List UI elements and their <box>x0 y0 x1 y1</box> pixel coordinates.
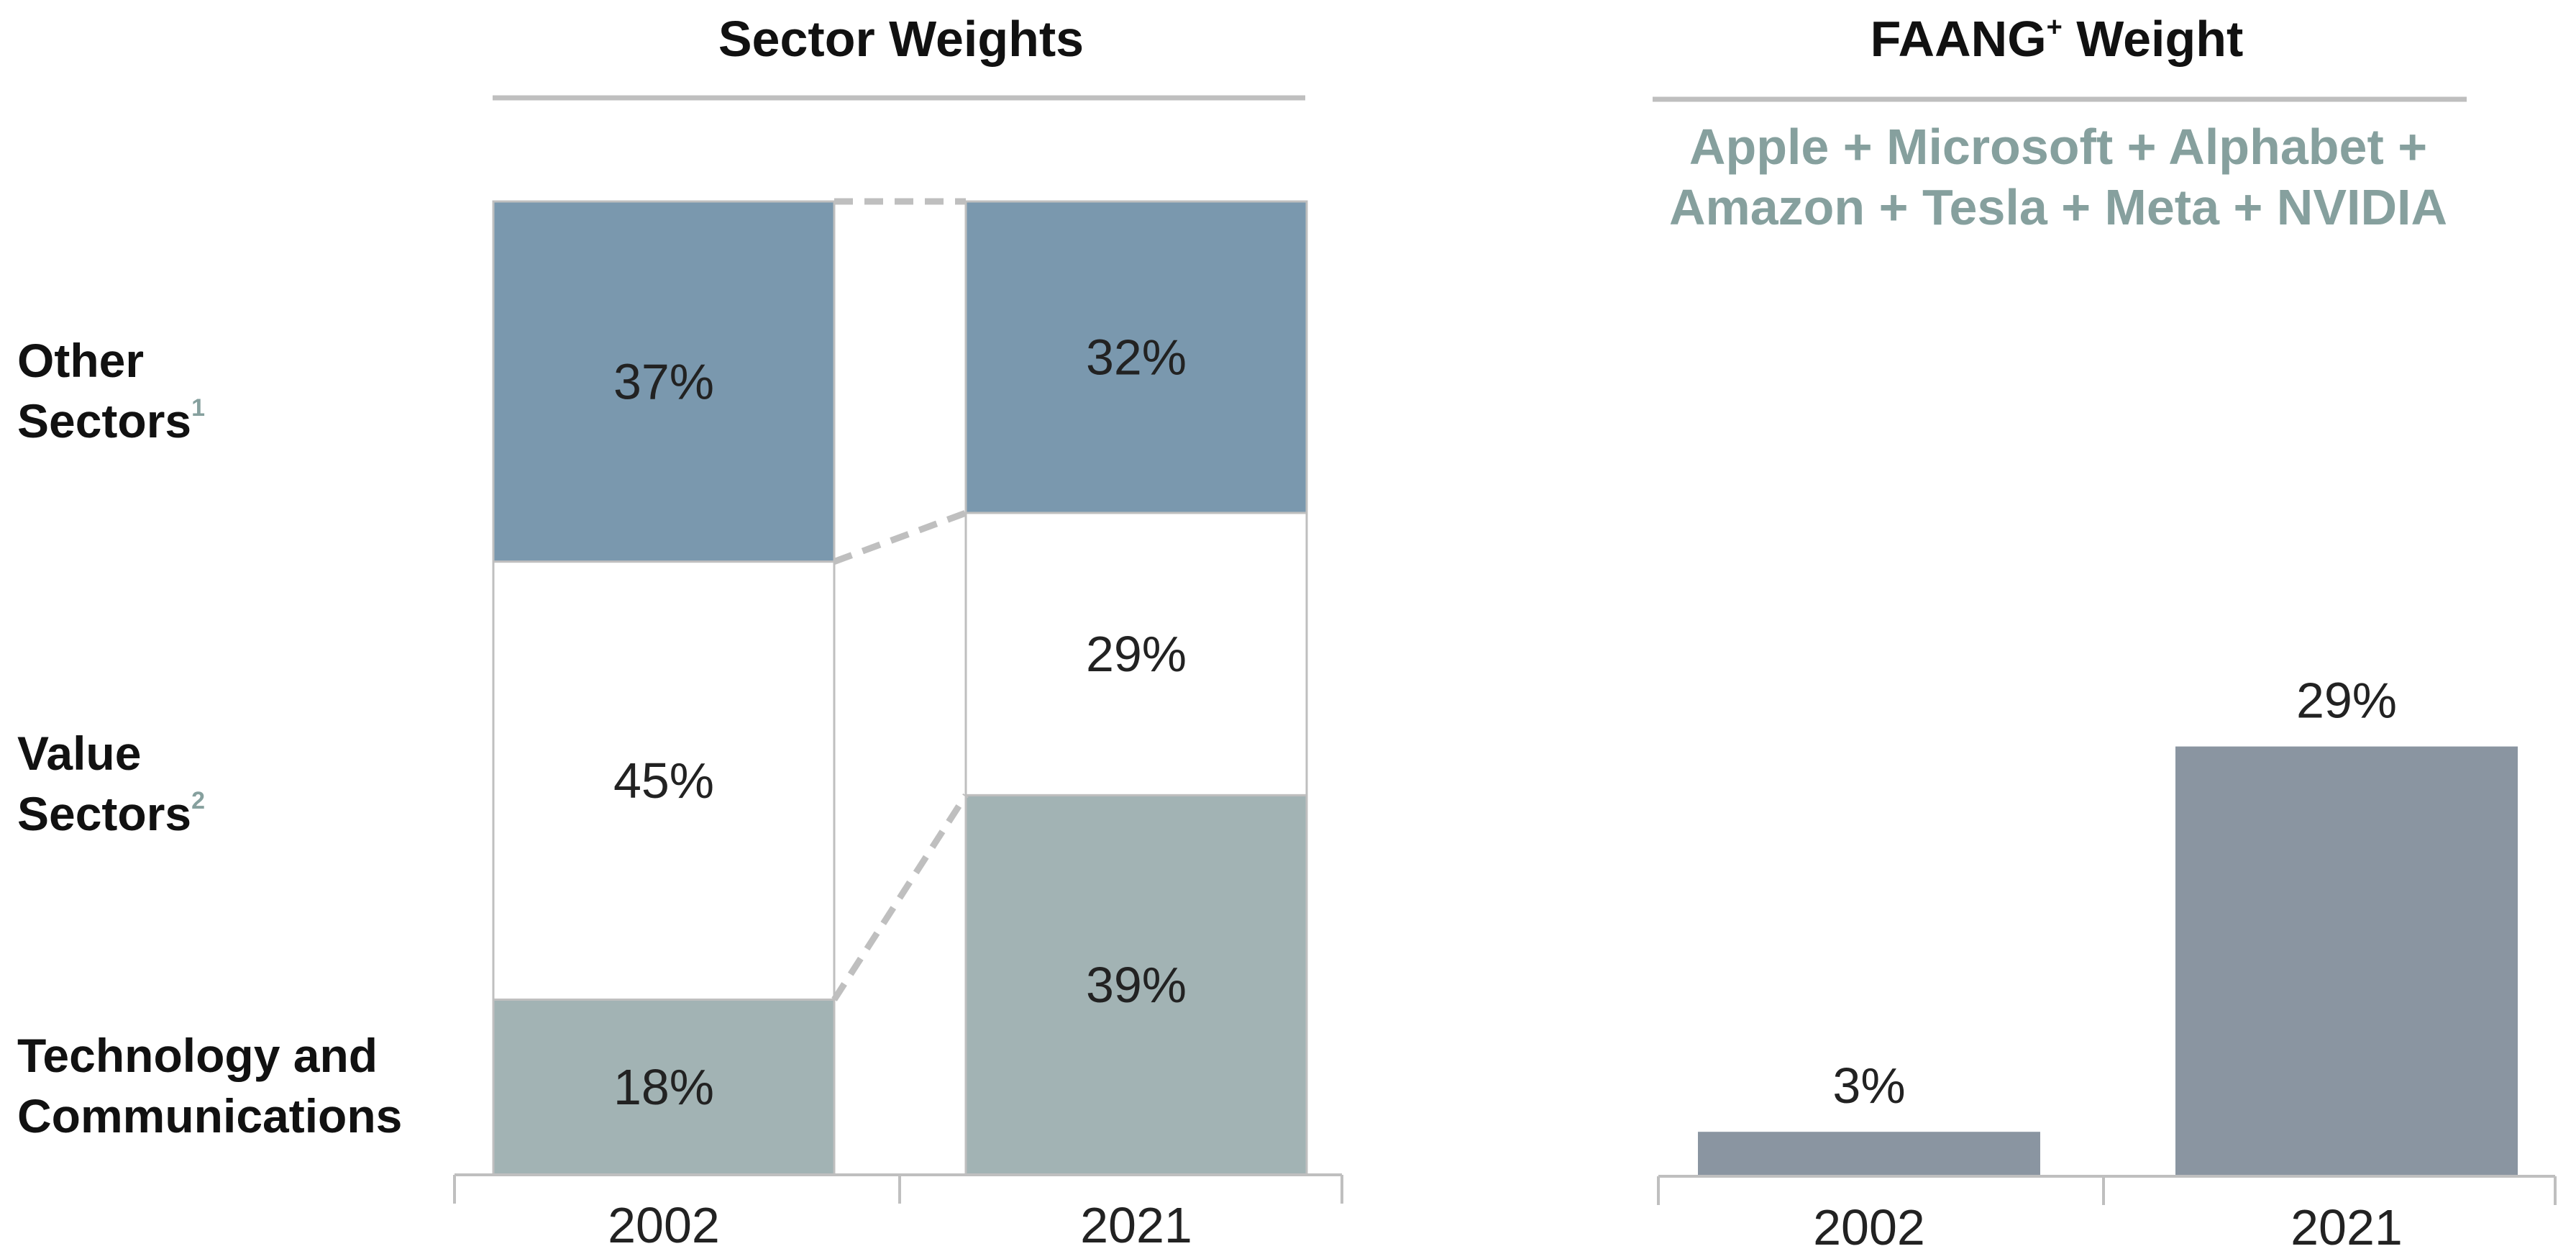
value-label-other-2002: 37% <box>613 353 714 409</box>
row-label-tech-line-2: Communications <box>17 1089 402 1142</box>
bar-segment-other-2021 <box>964 200 1308 514</box>
faang-tick-label-2002: 2002 <box>1813 1199 1925 1255</box>
bar-segment-value-2002 <box>492 560 836 1001</box>
faang-title-main: FAANG <box>1871 11 2047 67</box>
faang-weight-title: FAANG+ Weight <box>1871 11 2244 67</box>
bar-segment-tech-2021 <box>964 794 1308 1176</box>
connector-tech <box>831 793 969 1001</box>
faang-title-sup: + <box>2047 12 2063 42</box>
connector-value <box>833 509 967 565</box>
row-label-other-line-2: Sectors <box>17 394 191 447</box>
value-label-tech-2021: 39% <box>1086 957 1187 1013</box>
value-label-tech-2002: 18% <box>613 1059 714 1115</box>
row-label-value-line-1: Value <box>17 727 141 780</box>
bar-segment-other-2002 <box>492 200 836 563</box>
row-label-value-line-2: Sectors <box>17 787 191 840</box>
faang-subtitle-line-2: Amazon + Tesla + Meta + NVIDIA <box>1669 179 2447 235</box>
bar-segment-tech-2002 <box>492 998 836 1176</box>
sector-tick-label-2021: 2021 <box>1080 1197 1192 1253</box>
footnote-2-marker: 2 <box>191 787 205 814</box>
row-label-value-sectors: Value Sectors2 <box>17 727 205 840</box>
faang-value-label-2002: 3% <box>1832 1058 1905 1114</box>
faang-value-label-2021: 29% <box>2296 673 2397 729</box>
row-label-tech-line-1: Technology and <box>17 1029 378 1082</box>
row-label-other-sectors: Other Sectors1 <box>17 334 205 447</box>
value-label-other-2021: 32% <box>1086 329 1187 385</box>
sector-weights-title: Sector Weights <box>718 11 1084 67</box>
faang-weight-chart: 3% 2002 29% 2021 <box>1657 673 2557 1255</box>
value-label-value-2021: 29% <box>1086 626 1187 682</box>
sector-weights-chart: 18% 45% 37% 39% 29% 32% 2002 2021 <box>453 198 1343 1253</box>
faang-bar-2002 <box>1698 1132 2040 1176</box>
row-label-other-line-1: Other <box>17 334 144 387</box>
value-label-value-2002: 45% <box>613 753 714 809</box>
footnote-1-marker: 1 <box>191 394 205 422</box>
faang-tick-label-2021: 2021 <box>2290 1199 2403 1255</box>
bar-segment-value-2021 <box>964 512 1308 796</box>
row-label-tech-comm: Technology and Communications <box>17 1029 402 1142</box>
sector-tick-label-2002: 2002 <box>608 1197 720 1253</box>
faang-subtitle-line-1: Apple + Microsoft + Alphabet + <box>1689 119 2427 175</box>
faang-bar-2021 <box>2175 746 2518 1176</box>
faang-title-tail: Weight <box>2063 11 2243 67</box>
